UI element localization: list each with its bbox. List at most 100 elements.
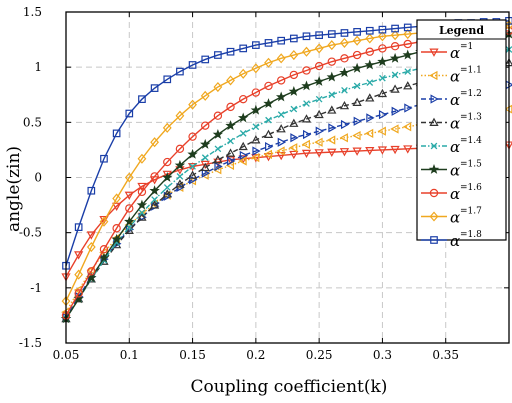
y-tick-label: -0.5 — [19, 226, 42, 240]
marker-triangle-down — [137, 182, 147, 192]
marker-diamond — [378, 31, 387, 42]
marker-triangle-up — [251, 135, 261, 144]
marker-triangle-right — [303, 129, 312, 140]
marker-triangle-up — [137, 212, 147, 221]
legend-label: =1.1 — [460, 66, 482, 76]
marker-x — [277, 111, 285, 118]
marker-diamond — [352, 35, 362, 46]
ticks: 0.05 0.1 0.15 0.2 0.25 0.3 0.35 1.5 1 0.5 0 -0.5 -1 -… — [19, 5, 509, 362]
legend-item: α =1.4 — [421, 136, 482, 156]
marker-triangle-up — [149, 200, 160, 209]
marker-circle — [403, 39, 412, 49]
marker-star — [288, 85, 300, 96]
legend-alpha-symbol: α — [450, 68, 460, 86]
marker-star — [263, 98, 274, 109]
marker-star — [124, 216, 135, 227]
marker-triangle-up — [339, 100, 350, 110]
legend-alpha-symbol: α — [450, 185, 460, 203]
marker-square — [214, 51, 222, 59]
marker-triangle-right — [239, 150, 249, 161]
marker-diamond — [238, 68, 248, 79]
marker-triangle-down — [187, 162, 198, 172]
marker-triangle-left — [364, 128, 374, 138]
marker-square — [403, 23, 412, 32]
x-tick-label: 0.35 — [432, 348, 459, 362]
marker-circle — [99, 245, 109, 254]
legend-alpha-symbol: α — [450, 162, 460, 180]
marker-circle — [226, 102, 235, 112]
marker-x — [404, 68, 412, 75]
marker-star — [402, 49, 413, 60]
marker-star — [326, 71, 338, 82]
marker-triangle-down — [289, 150, 299, 160]
y-axis-title: angle(zin) — [4, 146, 24, 232]
marker-circle — [327, 57, 336, 66]
marker-triangle-left — [276, 146, 285, 156]
marker-triangle-up — [314, 109, 324, 119]
marker-diamond — [137, 153, 147, 164]
marker-diamond — [264, 57, 273, 68]
marker-diamond — [86, 241, 96, 253]
marker-triangle-up — [263, 129, 274, 138]
marker-x — [315, 95, 323, 103]
marker-circle — [201, 121, 210, 130]
marker-star — [149, 185, 160, 196]
marker-square — [277, 36, 286, 45]
legend-item: α =1.3 — [421, 113, 482, 133]
marker-triangle-left — [238, 156, 247, 166]
marker-circle — [352, 50, 362, 60]
marker-circle — [340, 54, 349, 63]
marker-triangle-down — [86, 231, 96, 240]
legend-label: =1.3 — [460, 113, 482, 123]
marker-diamond — [162, 122, 172, 133]
marker-triangle-left — [301, 139, 310, 150]
marker-triangle-down — [74, 251, 84, 260]
marker-square — [289, 34, 298, 43]
marker-square — [150, 84, 159, 92]
marker-triangle-down — [314, 149, 324, 158]
marker-star — [389, 52, 401, 63]
y-tick-label: -1.5 — [19, 336, 42, 350]
marker-triangle-right — [391, 106, 400, 116]
x-axis-title: Coupling coefficient(k) — [191, 377, 388, 397]
marker-star — [428, 164, 440, 174]
marker-triangle-up — [213, 155, 223, 164]
marker-triangle-left — [339, 133, 348, 143]
marker-triangle-up — [352, 97, 362, 106]
y-tick-label: -1 — [30, 281, 42, 295]
legend-alpha-symbol: α — [450, 44, 460, 62]
marker-diamond — [213, 81, 223, 93]
marker-triangle-right — [328, 123, 337, 133]
marker-x — [138, 209, 146, 217]
marker-circle — [163, 157, 172, 167]
marker-star — [377, 56, 388, 67]
marker-x — [303, 100, 310, 107]
marker-triangle-down — [352, 147, 362, 156]
marker-circle — [378, 44, 387, 53]
marker-triangle-down — [403, 145, 413, 154]
marker-star — [174, 159, 186, 170]
marker-star — [351, 62, 363, 73]
marker-x — [341, 86, 348, 94]
marker-circle — [390, 42, 400, 51]
marker-x — [353, 82, 361, 90]
marker-star — [313, 76, 325, 86]
marker-star — [200, 138, 211, 149]
marker-x — [201, 154, 209, 161]
marker-triangle-left — [251, 153, 260, 163]
marker-x — [366, 79, 374, 86]
marker-square — [226, 47, 235, 56]
marker-triangle-down — [327, 148, 337, 157]
marker-triangle-left — [390, 124, 399, 134]
marker-triangle-down — [390, 145, 400, 155]
marker-diamond — [365, 33, 375, 44]
marker-star — [162, 172, 173, 182]
legend-alpha-symbol: α — [450, 209, 460, 227]
marker-triangle-left — [429, 70, 438, 81]
marker-triangle-up — [187, 170, 198, 179]
marker-diamond — [112, 193, 122, 204]
marker-star — [212, 128, 224, 139]
legend-label: =1 — [460, 42, 473, 52]
marker-x — [265, 116, 272, 124]
